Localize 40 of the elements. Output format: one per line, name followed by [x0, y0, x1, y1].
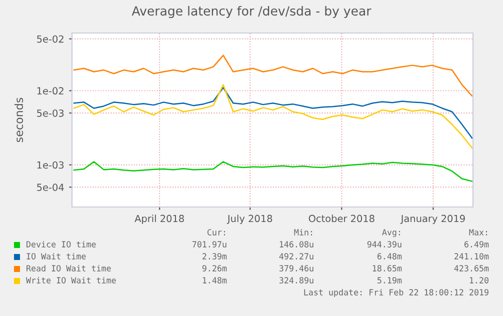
text: Min: — [294, 228, 312, 236]
y-tick-label: 1e-03 — [37, 161, 64, 169]
chart-title: Average latency for /dev/sda - by year — [132, 6, 372, 18]
line-series — [73, 161, 473, 182]
text: Avg: — [382, 229, 400, 238]
text: 423.65m — [454, 265, 489, 272]
text: 5.19m — [377, 277, 402, 284]
line-series — [73, 87, 473, 139]
x-tick-label: October 2018 — [308, 214, 374, 222]
text: 324.89u — [279, 277, 314, 284]
legend-label: Read IO Wait time — [26, 264, 111, 272]
line-series — [73, 54, 473, 97]
text: 1.48m — [202, 277, 227, 284]
text: 701.97u — [192, 241, 226, 248]
legend-label: IO Wait time — [26, 252, 86, 260]
text: 1.20 — [470, 277, 488, 284]
text: 146.08u — [280, 241, 314, 248]
text: 944.39u — [367, 241, 402, 248]
y-axis-title: seconds — [14, 98, 24, 142]
y-tick-label: 5e-03 — [37, 109, 64, 117]
y-tick-label: 5e-02 — [37, 35, 64, 43]
text: 6.49m — [464, 241, 489, 248]
text: 492.27u — [279, 253, 314, 260]
text: 2.39m — [202, 253, 227, 260]
text: Cur: — [207, 229, 225, 236]
text: Last update: Fri Feb 22 18:00:12 2019 — [304, 288, 488, 298]
x-tick-label: April 2018 — [134, 214, 184, 224]
legend-label: Write IO Wait time — [26, 276, 116, 284]
text: 379.46u — [279, 265, 314, 272]
text: 6.48m — [377, 253, 402, 260]
text: 241.10m — [454, 253, 489, 260]
x-tick-label: January 2019 — [400, 214, 465, 224]
y-tick-label: 1e-02 — [37, 87, 64, 95]
text: 9.26m — [202, 265, 227, 272]
x-tick-label: July 2018 — [226, 214, 272, 224]
text: Max: — [469, 229, 487, 236]
text: 18.65m — [372, 265, 402, 272]
y-tick-label: 5e-04 — [37, 184, 64, 191]
legend-label: Device IO time — [26, 240, 96, 248]
line-series — [73, 84, 473, 148]
